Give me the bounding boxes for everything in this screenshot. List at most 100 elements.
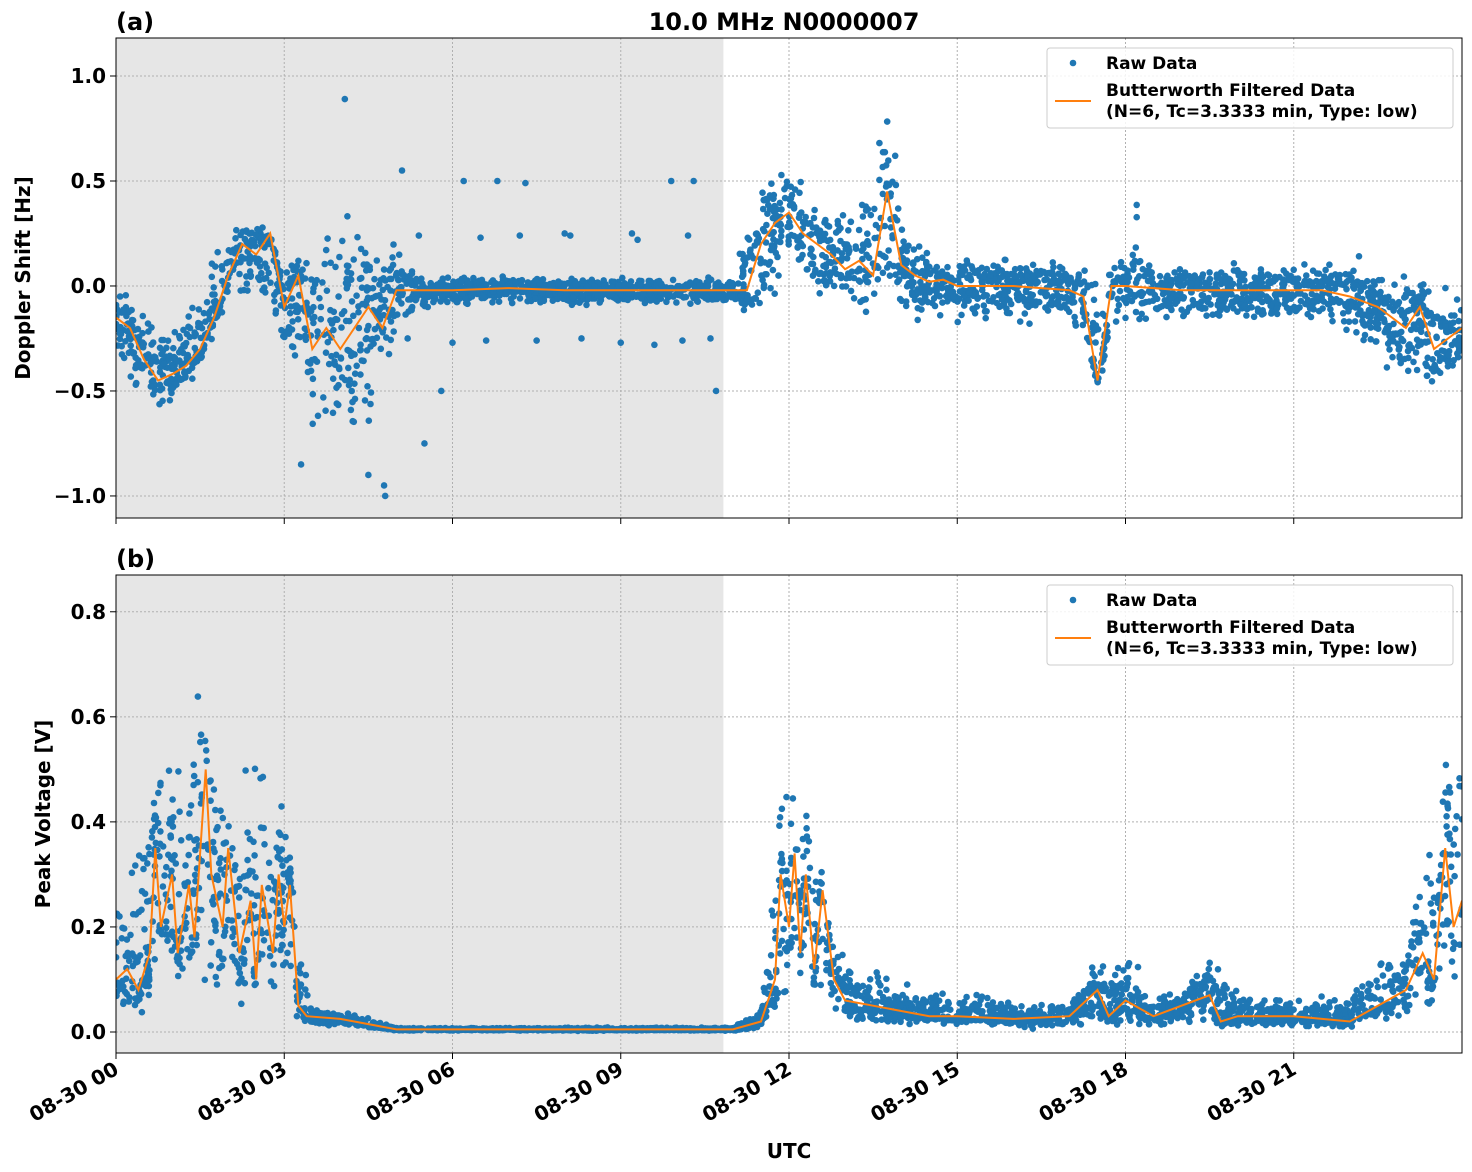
raw-data-point: [566, 232, 574, 239]
raw-data-point: [572, 281, 579, 288]
raw-data-point: [355, 324, 363, 332]
raw-data-point: [183, 919, 190, 927]
raw-data-point: [1339, 281, 1346, 288]
raw-data-point: [400, 271, 408, 279]
raw-data-point: [132, 381, 140, 389]
raw-data-point: [190, 761, 197, 768]
raw-data-point: [156, 368, 164, 376]
raw-data-point: [451, 292, 459, 299]
raw-data-point: [185, 313, 192, 320]
raw-data-point: [338, 324, 345, 331]
raw-data-point: [895, 276, 903, 283]
raw-data-point: [307, 308, 315, 315]
raw-data-point: [1395, 298, 1403, 306]
raw-data-point: [1448, 312, 1455, 319]
raw-data-point: [149, 377, 157, 384]
raw-data-point: [1015, 295, 1023, 303]
raw-data-point: [1455, 317, 1462, 325]
raw-data-point: [373, 334, 381, 342]
raw-data-point: [663, 298, 670, 306]
raw-data-point: [966, 271, 973, 279]
raw-data-point: [1114, 307, 1121, 315]
raw-data-point: [1303, 272, 1310, 279]
raw-data-point: [1077, 280, 1085, 287]
raw-data-point: [1443, 813, 1450, 820]
raw-data-point: [185, 834, 193, 841]
raw-data-point: [1203, 312, 1210, 320]
raw-data-point: [716, 293, 724, 300]
raw-data-point: [295, 257, 302, 265]
raw-data-point: [1071, 285, 1078, 292]
raw-data-point: [871, 234, 878, 242]
raw-data-point: [1397, 359, 1404, 367]
raw-data-point: [293, 302, 300, 309]
raw-data-point: [1138, 310, 1145, 318]
raw-data-point: [1423, 309, 1430, 317]
raw-data-point: [805, 220, 812, 227]
raw-data-point: [903, 258, 910, 265]
raw-data-point: [1419, 302, 1427, 309]
raw-data-point: [170, 344, 177, 352]
raw-data-point: [1043, 290, 1051, 298]
raw-data-point: [1360, 320, 1367, 328]
raw-data-point: [1092, 339, 1099, 346]
raw-data-point: [787, 195, 795, 202]
raw-data-point: [1083, 334, 1091, 342]
raw-data-point: [329, 375, 337, 383]
raw-data-point: [990, 262, 997, 270]
raw-data-point: [357, 346, 365, 354]
raw-data-point: [1442, 789, 1449, 796]
raw-data-point: [885, 157, 892, 164]
raw-data-point: [210, 298, 218, 306]
raw-data-point: [1265, 272, 1273, 279]
raw-data-point: [673, 299, 680, 306]
raw-data-point: [773, 212, 780, 219]
raw-data-point: [336, 253, 343, 261]
legend-raw-marker: [1069, 59, 1077, 67]
raw-data-point: [1180, 312, 1188, 319]
raw-data-point: [744, 254, 751, 261]
raw-data-point: [1288, 291, 1296, 298]
raw-data-point: [829, 243, 837, 251]
raw-data-point: [1348, 1011, 1356, 1018]
raw-data-point: [1035, 298, 1043, 306]
raw-data-point: [522, 179, 529, 187]
raw-data-point: [466, 280, 474, 287]
raw-data-point: [859, 213, 867, 220]
raw-data-point: [829, 251, 837, 259]
raw-data-point: [132, 354, 139, 362]
raw-data-point: [132, 361, 140, 369]
raw-data-point: [803, 847, 811, 855]
raw-data-point: [530, 280, 537, 288]
raw-data-point: [421, 440, 428, 447]
raw-data-point: [958, 311, 965, 319]
raw-data-point: [207, 962, 214, 969]
raw-data-point: [1343, 326, 1350, 334]
raw-data-point: [596, 299, 603, 306]
raw-data-point: [796, 189, 803, 197]
raw-data-point: [193, 941, 200, 949]
raw-data-point: [1259, 307, 1266, 314]
raw-data-point: [740, 306, 748, 314]
raw-data-point: [843, 254, 851, 262]
raw-data-point: [243, 238, 250, 246]
raw-data-point: [1214, 966, 1222, 973]
raw-data-point: [380, 482, 388, 489]
raw-data-point: [1011, 265, 1019, 273]
raw-data-point: [987, 272, 994, 280]
raw-data-point: [1280, 267, 1287, 274]
raw-data-point: [225, 916, 232, 924]
shaded-region: [116, 575, 724, 1053]
raw-data-point: [1106, 1000, 1114, 1008]
raw-data-point: [1139, 265, 1147, 273]
raw-data-point: [208, 260, 216, 268]
raw-data-point: [343, 275, 351, 283]
raw-data-point: [583, 301, 590, 309]
raw-data-point: [641, 299, 649, 307]
raw-data-point: [145, 328, 152, 335]
raw-data-point: [1185, 304, 1193, 312]
raw-data-point: [342, 317, 350, 325]
plot-area: [116, 95, 1462, 500]
raw-data-point: [919, 254, 926, 261]
